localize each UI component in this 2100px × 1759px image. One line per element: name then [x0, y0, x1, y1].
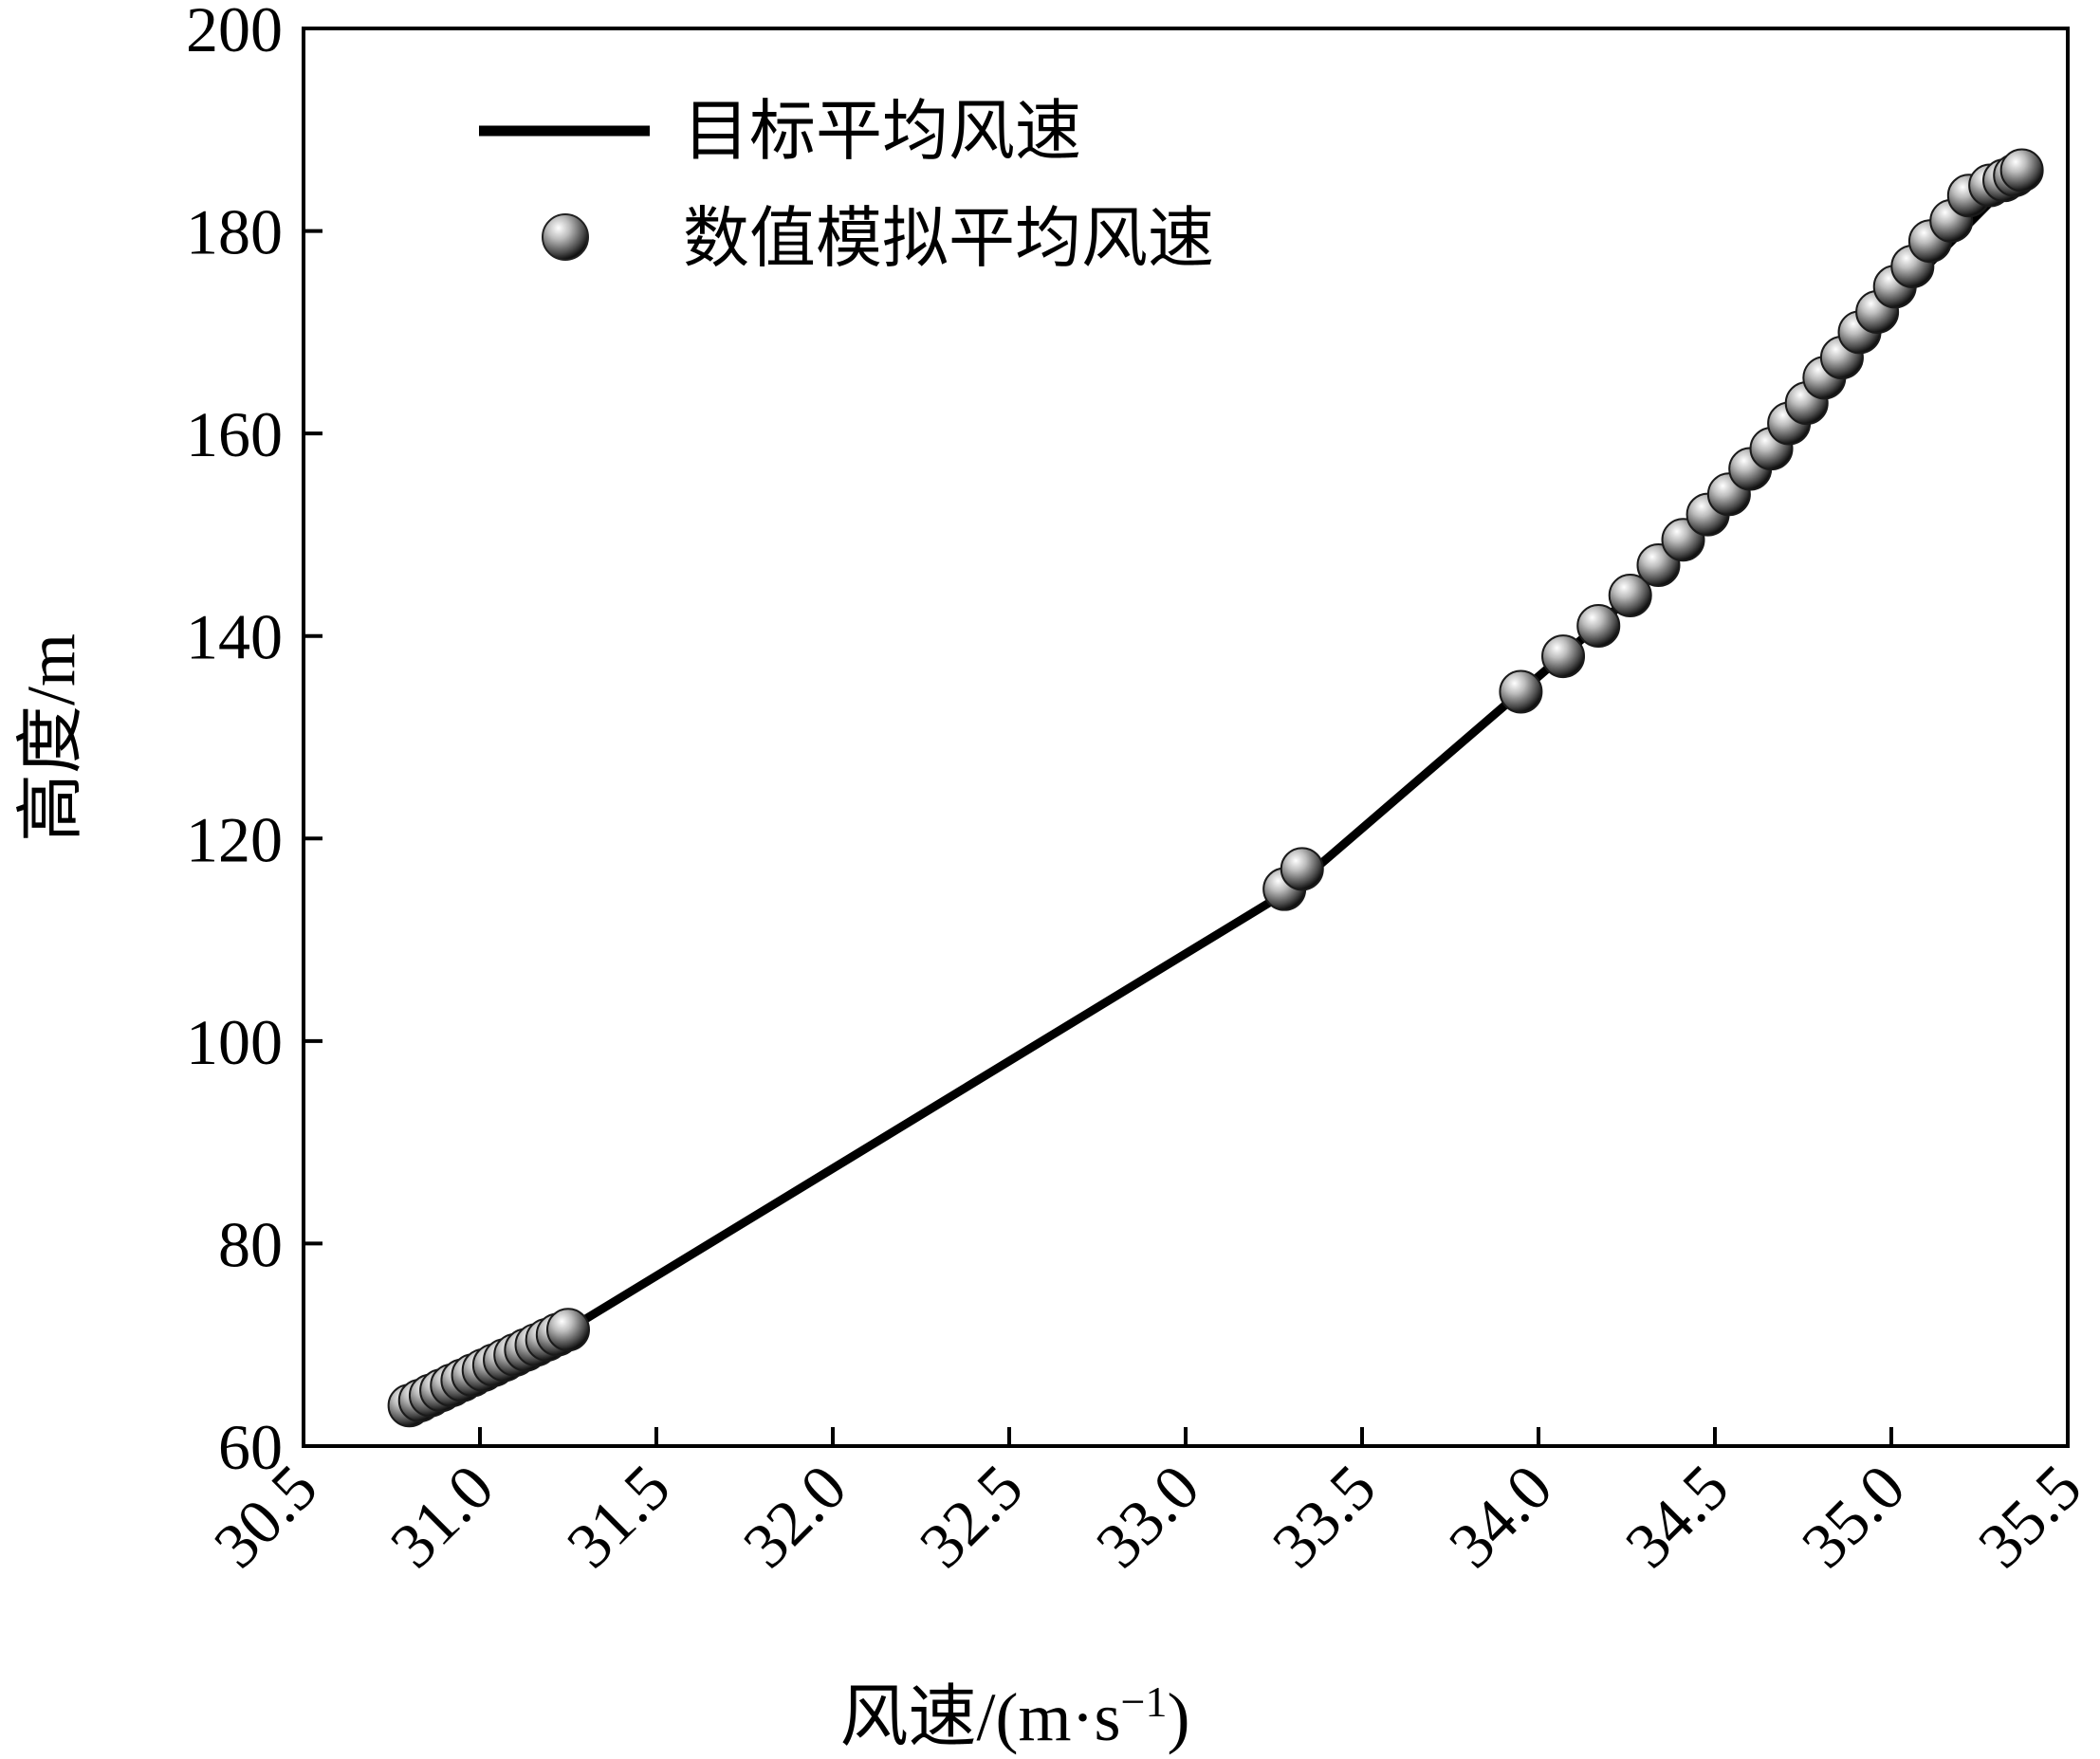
- x-tick-label: 31.5: [553, 1451, 684, 1582]
- x-axis: 30.5 31.0 31.5 32.0 32.5 33.0 33.5 34.0 34.5 35.0…: [200, 1427, 2095, 1582]
- legend-marker-swatch: [542, 213, 589, 261]
- x-axis-title-main: 风速/(m·s: [840, 1679, 1121, 1755]
- simulated-wind-point: [1608, 574, 1652, 617]
- legend: 目标平均风速 数值模拟平均风速: [479, 96, 1214, 276]
- y-tick-label: 180: [186, 196, 283, 268]
- x-tick-label: 33.5: [1259, 1451, 1390, 1582]
- y-tick-label: 120: [186, 803, 283, 875]
- target-wind-line: [405, 166, 2027, 1410]
- x-tick-label: 34.5: [1612, 1451, 1742, 1582]
- y-tick-label: 80: [218, 1208, 283, 1280]
- x-tick-label: 32.0: [729, 1451, 860, 1582]
- simulated-wind-point: [1999, 148, 2044, 192]
- y-tick-label: 160: [186, 398, 283, 470]
- x-axis-title-superscript: −1: [1121, 1677, 1168, 1726]
- x-tick-label: 31.0: [377, 1451, 507, 1582]
- legend-label-simulated: 数值模拟平均风速: [683, 203, 1214, 276]
- simulated-wind-point: [1499, 669, 1543, 714]
- y-tick-label: 100: [186, 1006, 283, 1078]
- x-tick-label: 35.5: [1964, 1451, 2095, 1582]
- simulated-wind-series: [387, 148, 2044, 1428]
- legend-label-target: 目标平均风速: [683, 96, 1081, 169]
- y-tick-label: 200: [186, 0, 283, 65]
- x-tick-label: 34.0: [1435, 1451, 1566, 1582]
- x-tick-label: 35.0: [1788, 1451, 1919, 1582]
- y-axis: 60 80 100 120 140 160 180 200: [186, 0, 322, 1483]
- simulated-wind-point: [1280, 847, 1324, 891]
- y-tick-label: 60: [218, 1411, 283, 1483]
- x-axis-title-close: ): [1167, 1679, 1189, 1755]
- y-axis-title: 高度/m: [13, 633, 89, 842]
- simulated-wind-point: [1541, 634, 1586, 679]
- target-wind-series: [405, 166, 2027, 1410]
- simulated-wind-point: [1576, 604, 1621, 649]
- x-axis-title: 风速/(m·s−1): [840, 1677, 1190, 1756]
- x-tick-label: 33.0: [1082, 1451, 1213, 1582]
- simulated-wind-point: [546, 1308, 590, 1352]
- y-tick-label: 140: [186, 601, 283, 673]
- x-tick-label: 32.5: [906, 1451, 1037, 1582]
